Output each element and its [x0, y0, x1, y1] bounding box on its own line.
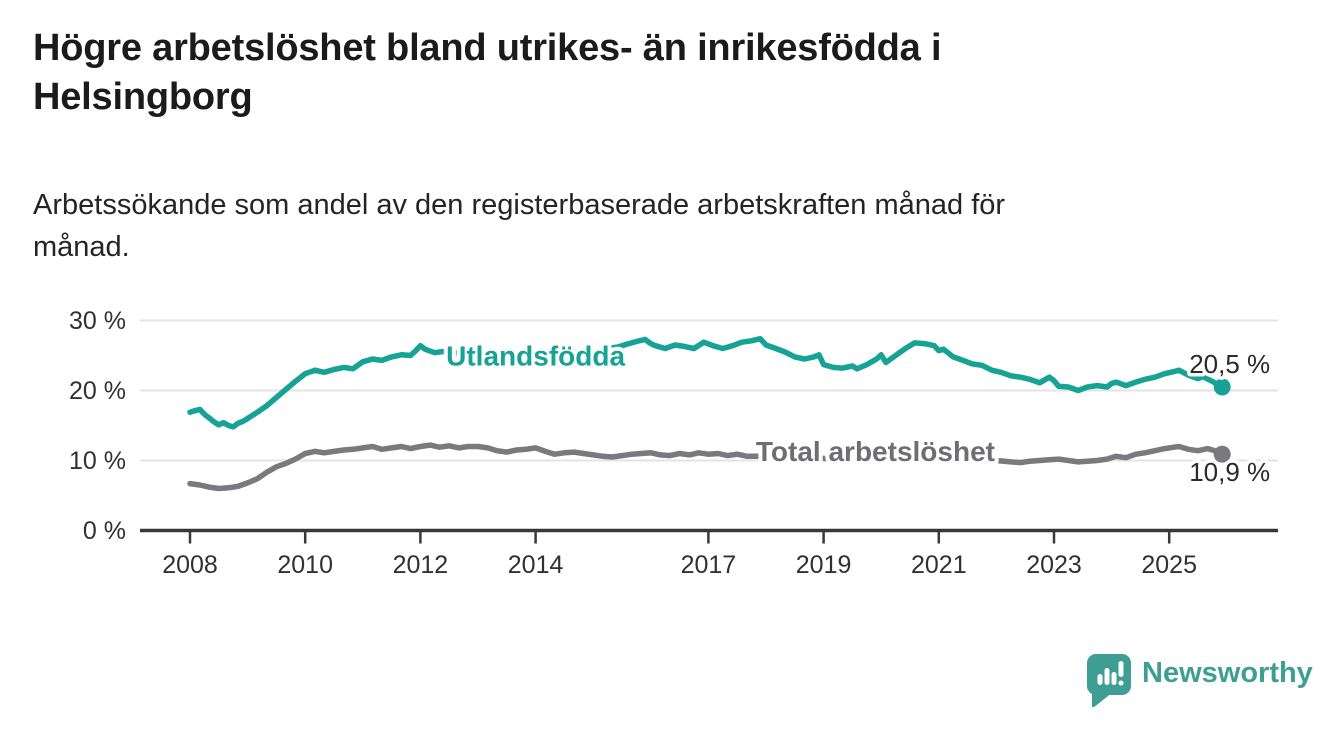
- y-tick-label-20: 20 %: [69, 377, 126, 405]
- y-tick-label-30: 30 %: [69, 307, 126, 335]
- x-tick-label-2019: 2019: [796, 551, 852, 579]
- series-label-0: Utlandsfödda: [446, 340, 625, 371]
- y-tick-label-0: 0 %: [83, 517, 126, 545]
- x-tick-label-2025: 2025: [1141, 551, 1197, 579]
- x-tick-label-2014: 2014: [508, 551, 564, 579]
- page-subtitle: Arbetssökande som andel av den registerb…: [33, 189, 1006, 263]
- chart-annotations: Utlandsfödda 20,5 % Total arbetslöshet 10,9…: [442, 336, 1273, 490]
- series-end-dot-0: [1213, 378, 1231, 396]
- series-label-1: Total arbetslöshet: [756, 436, 995, 467]
- series-end-value-1: 10,9 %: [1189, 457, 1270, 487]
- x-tick-label-2012: 2012: [393, 551, 449, 579]
- y-tick-label-10: 10 %: [69, 447, 126, 475]
- series-line-0: [187, 335, 1225, 430]
- series-line-1: [187, 442, 1225, 492]
- x-tick-label-2021: 2021: [911, 551, 967, 579]
- newsworthy-speech-bubble-bar-chart-icon: [1085, 651, 1133, 714]
- chart-axis: 0 % 10 % 20 % 30 % 2008 2010 2012 2014 2017 2019 2…: [69, 307, 1278, 579]
- series-end-dot-1: [1213, 445, 1231, 463]
- newsworthy-logo[interactable]: Newsworthy: [1085, 651, 1313, 709]
- x-tick-label-2017: 2017: [681, 551, 737, 579]
- chart-series: [187, 335, 1231, 492]
- series-end-value-0: 20,5 %: [1189, 349, 1270, 379]
- x-tick-label-2023: 2023: [1026, 551, 1082, 579]
- x-tick-label-2010: 2010: [277, 551, 333, 579]
- x-tick-label-2008: 2008: [162, 551, 218, 579]
- page-title: Högre arbetslöshet bland utrikes- än inr…: [33, 27, 942, 118]
- newsworthy-brand-text: Newsworthy: [1142, 657, 1313, 689]
